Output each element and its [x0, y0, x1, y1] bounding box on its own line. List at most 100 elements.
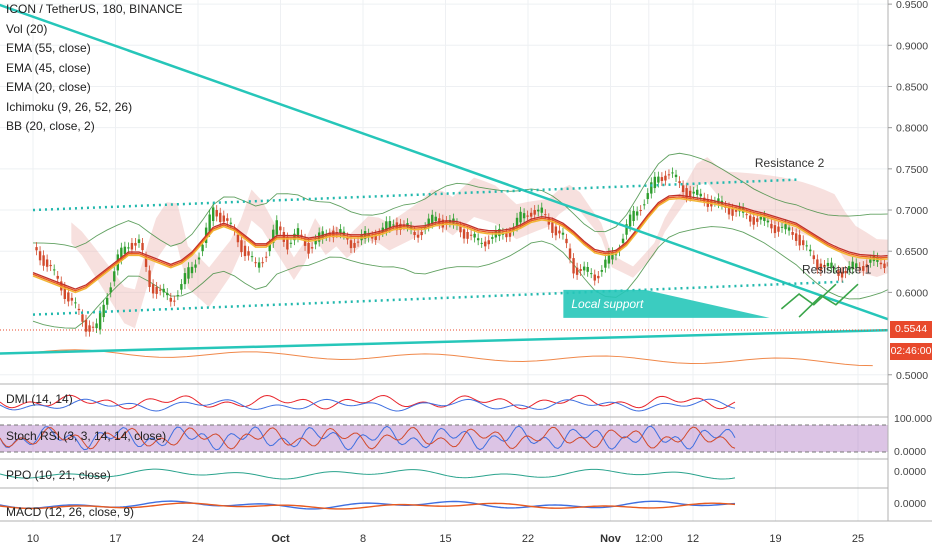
candle-body: [134, 242, 137, 246]
dmi-pane-label[interactable]: DMI (14, 14): [6, 392, 73, 406]
time-tick-label: 22: [522, 533, 534, 545]
candle-body: [522, 213, 526, 219]
candle-body: [416, 234, 420, 238]
time-tick-label: 12: [687, 533, 699, 545]
subpane-tick-label: 0.0000: [894, 498, 926, 510]
candle-body: [402, 225, 406, 227]
candle-body: [643, 204, 646, 206]
legend-vol[interactable]: Vol (20): [6, 21, 48, 36]
candle-body: [540, 207, 543, 213]
candle-body: [127, 247, 130, 249]
legend-ema45[interactable]: EMA (45, close): [6, 60, 91, 75]
candle-body: [756, 218, 759, 222]
stoch-rsi-pane-label[interactable]: Stoch RSI (3, 3, 14, 14, close): [6, 429, 167, 443]
candle-body: [81, 314, 84, 322]
candle-body: [176, 295, 180, 297]
ppo-pane-label[interactable]: PPO (10, 21, close): [6, 468, 111, 482]
candle-body: [717, 198, 720, 204]
price-axis-panel: [888, 0, 932, 550]
candle-body: [434, 216, 437, 222]
candle-body: [830, 262, 833, 268]
dmi-plus-line: [0, 394, 736, 410]
legend-ema55[interactable]: EMA (55, close): [6, 41, 91, 55]
macd-pane-label[interactable]: MACD (12, 26, close, 9): [6, 505, 135, 519]
candle-body: [155, 286, 158, 294]
candle-body: [300, 234, 303, 236]
candle-body: [593, 274, 596, 281]
candle-body: [604, 259, 607, 268]
price-tick-label: 0.6500: [896, 246, 928, 258]
candle-body: [208, 214, 211, 232]
candle-body: [759, 217, 763, 220]
candle-body: [279, 226, 282, 231]
candle-body: [777, 226, 780, 232]
candle-body: [667, 174, 671, 176]
candle-body: [98, 311, 102, 330]
legend-bb[interactable]: BB (20, close, 2): [6, 119, 95, 133]
candle-body: [575, 267, 579, 275]
candle-body: [508, 231, 512, 237]
candle-body: [688, 190, 692, 197]
candle-body: [229, 222, 233, 224]
candle-body: [823, 264, 826, 268]
candle-body: [381, 227, 384, 232]
candle-body: [473, 233, 476, 238]
candle-body: [91, 326, 95, 328]
candle-body: [49, 264, 52, 267]
candle-body: [865, 264, 869, 268]
subpane-tick-label: 0.0000: [894, 446, 926, 458]
candle-body: [74, 302, 77, 304]
candle-body: [35, 247, 38, 251]
candle-body: [798, 234, 801, 246]
price-tick-label: 0.6000: [896, 287, 928, 299]
stoch-k-line: [0, 425, 736, 451]
candle-body: [183, 273, 187, 285]
candle-body: [469, 234, 473, 236]
candle-body: [254, 262, 257, 264]
stoch-d-line: [0, 426, 736, 450]
candle-body: [120, 247, 123, 260]
candle-body: [480, 242, 483, 244]
candle-body: [840, 271, 844, 278]
candle-body: [837, 270, 840, 276]
candle-body: [197, 257, 201, 260]
candle-body: [264, 256, 268, 258]
candle-body: [272, 229, 275, 243]
candle-body: [314, 239, 317, 245]
candle-body: [310, 247, 314, 249]
time-tick-label: 19: [769, 533, 781, 545]
candle-body: [862, 266, 865, 271]
candle-body: [802, 240, 805, 246]
candle-body: [572, 258, 575, 274]
time-tick-label: 12:00: [635, 533, 663, 545]
candle-body: [303, 238, 307, 246]
candle-body: [219, 212, 222, 223]
candle-body: [558, 230, 561, 234]
candle-body: [582, 266, 586, 271]
legend-ichimoku[interactable]: Ichimoku (9, 26, 52, 26): [6, 99, 133, 114]
candle-body: [752, 216, 755, 225]
candle-body: [339, 229, 342, 234]
price-tick-label: 0.7000: [896, 205, 928, 217]
candle-body: [222, 215, 225, 222]
candle-body: [805, 245, 808, 247]
candle-body: [586, 266, 589, 272]
candle-body: [533, 210, 536, 215]
price-tick-label: 0.5000: [896, 370, 928, 382]
legend-ema20[interactable]: EMA (20, close): [6, 80, 91, 94]
candle-body: [515, 217, 519, 227]
candle-body: [579, 269, 582, 271]
candle-body: [734, 210, 738, 212]
candle-body: [537, 209, 540, 212]
candle-body: [816, 259, 819, 269]
candle-body: [63, 286, 66, 299]
legend-symbol[interactable]: ICON / TetherUS, 180, BINANCE: [6, 2, 183, 16]
candle-body: [858, 267, 861, 269]
candle-body: [374, 234, 377, 240]
candle-body: [388, 221, 392, 228]
candle-body: [144, 256, 148, 267]
candle-body: [113, 271, 116, 282]
candle-body: [614, 254, 618, 256]
